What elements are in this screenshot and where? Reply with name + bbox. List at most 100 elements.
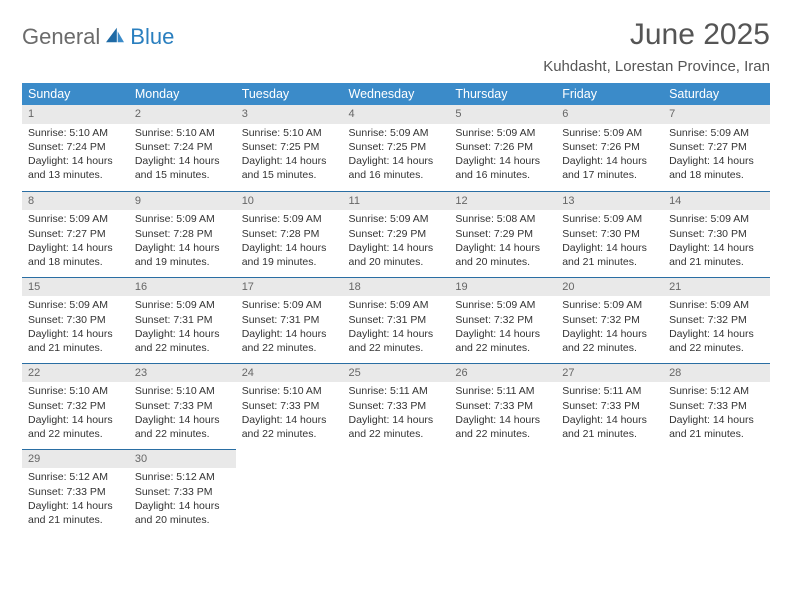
sunrise-line: Sunrise: 5:09 AM [562, 212, 657, 226]
daylight-line: Daylight: 14 hours and 16 minutes. [455, 154, 550, 182]
sunrise-line: Sunrise: 5:11 AM [562, 384, 657, 398]
day-number: 17 [236, 278, 343, 297]
calendar-day-cell: 22Sunrise: 5:10 AMSunset: 7:32 PMDayligh… [22, 363, 129, 449]
sunrise-line: Sunrise: 5:09 AM [349, 126, 444, 140]
calendar-day-cell: 8Sunrise: 5:09 AMSunset: 7:27 PMDaylight… [22, 191, 129, 277]
day-body: Sunrise: 5:11 AMSunset: 7:33 PMDaylight:… [556, 382, 663, 445]
sunset-line: Sunset: 7:33 PM [135, 399, 230, 413]
daylight-line: Daylight: 14 hours and 22 minutes. [28, 413, 123, 441]
sunset-line: Sunset: 7:26 PM [455, 140, 550, 154]
daylight-line: Daylight: 14 hours and 22 minutes. [669, 327, 764, 355]
day-number: 10 [236, 192, 343, 211]
daylight-line: Daylight: 14 hours and 19 minutes. [242, 241, 337, 269]
daylight-line: Daylight: 14 hours and 22 minutes. [562, 327, 657, 355]
sunrise-line: Sunrise: 5:09 AM [455, 298, 550, 312]
calendar-week-row: 29Sunrise: 5:12 AMSunset: 7:33 PMDayligh… [22, 449, 770, 535]
sunrise-line: Sunrise: 5:10 AM [242, 126, 337, 140]
calendar-empty-cell [449, 449, 556, 535]
day-body: Sunrise: 5:09 AMSunset: 7:27 PMDaylight:… [663, 124, 770, 187]
calendar-body: 1Sunrise: 5:10 AMSunset: 7:24 PMDaylight… [22, 105, 770, 535]
sunrise-line: Sunrise: 5:09 AM [349, 298, 444, 312]
sunrise-line: Sunrise: 5:12 AM [28, 470, 123, 484]
calendar-day-cell: 23Sunrise: 5:10 AMSunset: 7:33 PMDayligh… [129, 363, 236, 449]
daylight-line: Daylight: 14 hours and 21 minutes. [28, 499, 123, 527]
calendar-empty-cell [236, 449, 343, 535]
day-body: Sunrise: 5:09 AMSunset: 7:30 PMDaylight:… [663, 210, 770, 273]
sunset-line: Sunset: 7:31 PM [242, 313, 337, 327]
weekday-header: Wednesday [343, 83, 450, 105]
sunset-line: Sunset: 7:26 PM [562, 140, 657, 154]
sunrise-line: Sunrise: 5:09 AM [242, 298, 337, 312]
day-number: 15 [22, 278, 129, 297]
location-text: Kuhdasht, Lorestan Province, Iran [543, 58, 770, 75]
sunrise-line: Sunrise: 5:09 AM [28, 298, 123, 312]
sunset-line: Sunset: 7:25 PM [242, 140, 337, 154]
sunrise-line: Sunrise: 5:12 AM [135, 470, 230, 484]
day-number: 13 [556, 192, 663, 211]
sunset-line: Sunset: 7:28 PM [135, 227, 230, 241]
day-body: Sunrise: 5:09 AMSunset: 7:32 PMDaylight:… [449, 296, 556, 359]
sunrise-line: Sunrise: 5:09 AM [669, 298, 764, 312]
day-number: 1 [22, 105, 129, 124]
calendar-day-cell: 10Sunrise: 5:09 AMSunset: 7:28 PMDayligh… [236, 191, 343, 277]
calendar-day-cell: 3Sunrise: 5:10 AMSunset: 7:25 PMDaylight… [236, 105, 343, 191]
day-body: Sunrise: 5:09 AMSunset: 7:26 PMDaylight:… [449, 124, 556, 187]
day-body: Sunrise: 5:12 AMSunset: 7:33 PMDaylight:… [129, 468, 236, 531]
sunset-line: Sunset: 7:24 PM [135, 140, 230, 154]
sunset-line: Sunset: 7:32 PM [28, 399, 123, 413]
calendar-day-cell: 19Sunrise: 5:09 AMSunset: 7:32 PMDayligh… [449, 277, 556, 363]
weekday-header: Friday [556, 83, 663, 105]
sunrise-line: Sunrise: 5:10 AM [242, 384, 337, 398]
daylight-line: Daylight: 14 hours and 22 minutes. [135, 413, 230, 441]
calendar-week-row: 15Sunrise: 5:09 AMSunset: 7:30 PMDayligh… [22, 277, 770, 363]
calendar-day-cell: 15Sunrise: 5:09 AMSunset: 7:30 PMDayligh… [22, 277, 129, 363]
weekday-header: Tuesday [236, 83, 343, 105]
day-number: 6 [556, 105, 663, 124]
daylight-line: Daylight: 14 hours and 22 minutes. [455, 413, 550, 441]
calendar-day-cell: 16Sunrise: 5:09 AMSunset: 7:31 PMDayligh… [129, 277, 236, 363]
sunset-line: Sunset: 7:30 PM [669, 227, 764, 241]
calendar-day-cell: 27Sunrise: 5:11 AMSunset: 7:33 PMDayligh… [556, 363, 663, 449]
weekday-header: Thursday [449, 83, 556, 105]
day-body: Sunrise: 5:09 AMSunset: 7:25 PMDaylight:… [343, 124, 450, 187]
day-number: 12 [449, 192, 556, 211]
day-body: Sunrise: 5:10 AMSunset: 7:24 PMDaylight:… [22, 124, 129, 187]
sunrise-line: Sunrise: 5:12 AM [669, 384, 764, 398]
sunset-line: Sunset: 7:24 PM [28, 140, 123, 154]
daylight-line: Daylight: 14 hours and 22 minutes. [349, 327, 444, 355]
sunrise-line: Sunrise: 5:11 AM [455, 384, 550, 398]
calendar-week-row: 1Sunrise: 5:10 AMSunset: 7:24 PMDaylight… [22, 105, 770, 191]
calendar-empty-cell [343, 449, 450, 535]
sunrise-line: Sunrise: 5:09 AM [562, 298, 657, 312]
sunset-line: Sunset: 7:27 PM [28, 227, 123, 241]
sunrise-line: Sunrise: 5:09 AM [28, 212, 123, 226]
sunrise-line: Sunrise: 5:09 AM [669, 212, 764, 226]
sunset-line: Sunset: 7:32 PM [455, 313, 550, 327]
calendar-day-cell: 11Sunrise: 5:09 AMSunset: 7:29 PMDayligh… [343, 191, 450, 277]
daylight-line: Daylight: 14 hours and 13 minutes. [28, 154, 123, 182]
calendar-empty-cell [663, 449, 770, 535]
logo: General Blue [22, 18, 174, 50]
day-body: Sunrise: 5:09 AMSunset: 7:32 PMDaylight:… [556, 296, 663, 359]
day-number: 23 [129, 364, 236, 383]
day-number: 20 [556, 278, 663, 297]
daylight-line: Daylight: 14 hours and 18 minutes. [669, 154, 764, 182]
sunrise-line: Sunrise: 5:11 AM [349, 384, 444, 398]
day-number: 28 [663, 364, 770, 383]
calendar-day-cell: 17Sunrise: 5:09 AMSunset: 7:31 PMDayligh… [236, 277, 343, 363]
weekday-header: Sunday [22, 83, 129, 105]
weekday-header: Saturday [663, 83, 770, 105]
calendar-day-cell: 18Sunrise: 5:09 AMSunset: 7:31 PMDayligh… [343, 277, 450, 363]
sunset-line: Sunset: 7:33 PM [242, 399, 337, 413]
sunrise-line: Sunrise: 5:09 AM [349, 212, 444, 226]
calendar-table: SundayMondayTuesdayWednesdayThursdayFrid… [22, 83, 770, 535]
day-body: Sunrise: 5:09 AMSunset: 7:26 PMDaylight:… [556, 124, 663, 187]
day-number: 25 [343, 364, 450, 383]
sunset-line: Sunset: 7:33 PM [28, 485, 123, 499]
day-body: Sunrise: 5:10 AMSunset: 7:33 PMDaylight:… [236, 382, 343, 445]
day-body: Sunrise: 5:09 AMSunset: 7:31 PMDaylight:… [343, 296, 450, 359]
day-body: Sunrise: 5:11 AMSunset: 7:33 PMDaylight:… [343, 382, 450, 445]
day-body: Sunrise: 5:10 AMSunset: 7:32 PMDaylight:… [22, 382, 129, 445]
sunrise-line: Sunrise: 5:09 AM [135, 212, 230, 226]
sunset-line: Sunset: 7:32 PM [562, 313, 657, 327]
